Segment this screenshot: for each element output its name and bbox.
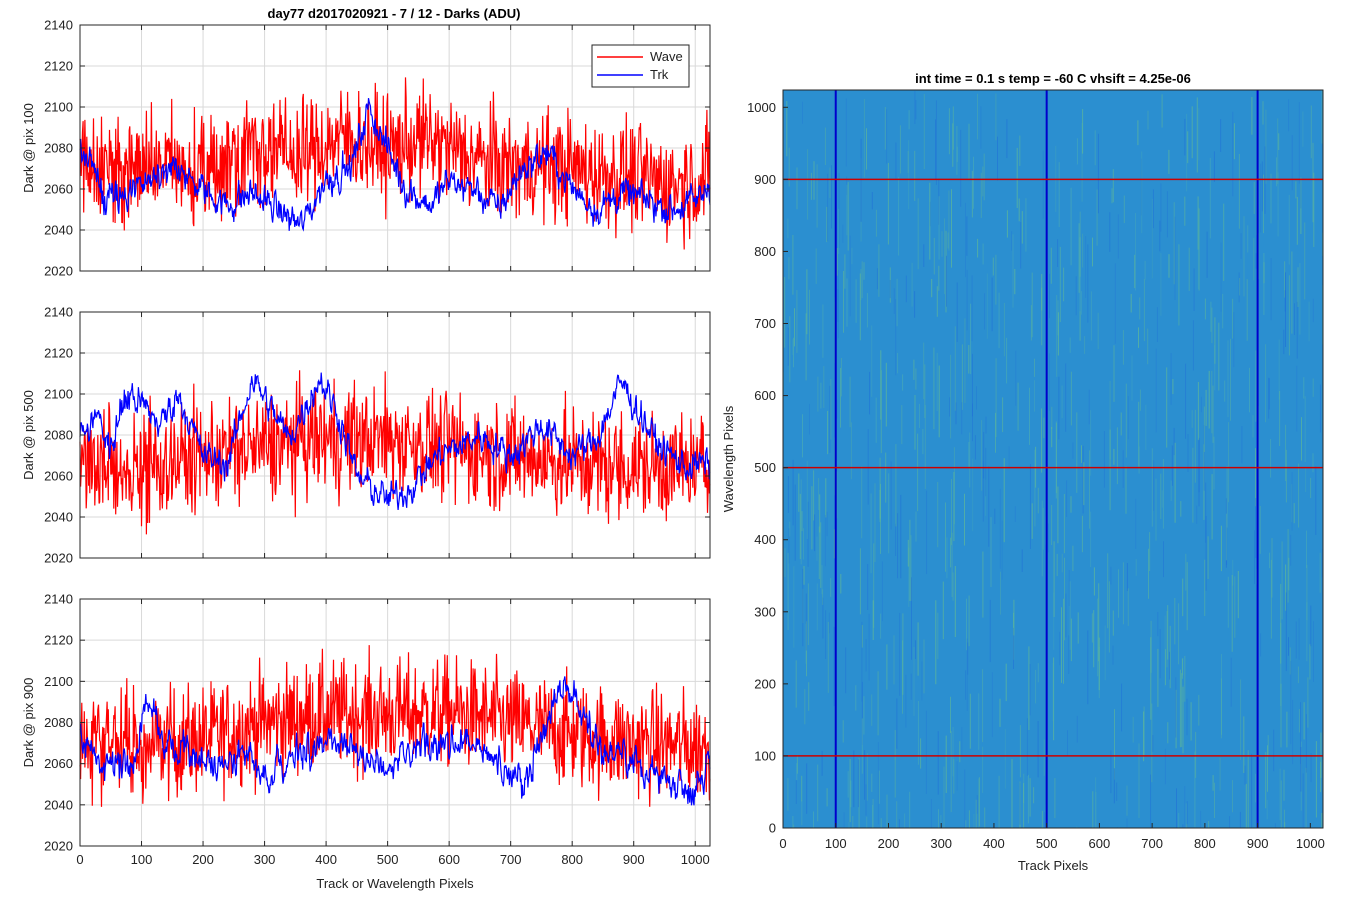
x-tick-label: 1000 <box>1296 836 1325 851</box>
y-tick-label: 400 <box>754 532 776 547</box>
heatmap-background <box>783 90 1323 828</box>
y-tick-label: 900 <box>754 172 776 187</box>
y-tick-label: 1000 <box>747 100 776 115</box>
x-tick-label: 700 <box>1141 836 1163 851</box>
series-line-wave <box>79 370 711 535</box>
y-tick-label: 2140 <box>44 592 73 607</box>
y-tick-label: 2040 <box>44 797 73 812</box>
figure-title: day77 d2017020921 - 7 / 12 - Darks (ADU) <box>268 6 521 21</box>
x-axis-label: Track Pixels <box>1018 858 1089 873</box>
x-tick-label: 500 <box>1036 836 1058 851</box>
line-plot-pix-500: 2020 2040 2060 2080 2100 2120 2140 Dark @ pix 5… <box>21 305 711 566</box>
x-tick-label: 0 <box>779 836 786 851</box>
x-tick-label: 100 <box>131 852 153 867</box>
x-tick-label: 300 <box>930 836 952 851</box>
y-tick-label: 2020 <box>44 839 73 854</box>
y-tick-label: 2100 <box>44 387 73 402</box>
x-tick-label: 700 <box>500 852 522 867</box>
x-tick-label: 400 <box>983 836 1005 851</box>
x-tick-label: 900 <box>1247 836 1269 851</box>
legend-label-trk: Trk <box>650 67 669 82</box>
y-tick-label: 600 <box>754 388 776 403</box>
y-tick-label: 0 <box>769 821 776 836</box>
line-plot-pix-100: 2020 2040 2060 2080 2100 2120 2140 Dark @ pix 1… <box>21 18 711 279</box>
series-line-trk <box>79 97 711 232</box>
y-tick-label: 2140 <box>44 305 73 320</box>
x-tick-label: 600 <box>438 852 460 867</box>
legend-box <box>591 44 690 88</box>
series-line-wave <box>79 77 711 250</box>
heatmap-plot: int time = 0.1 s temp = -60 C vhsift = 4… <box>721 71 1325 873</box>
y-tick-label: 700 <box>754 316 776 331</box>
y-tick-label: 2060 <box>44 469 73 484</box>
series-line-trk <box>79 676 711 806</box>
heatmap-texture <box>782 90 1324 828</box>
y-tick-label: 2100 <box>44 674 73 689</box>
x-axis-label: Track or Wavelength Pixels <box>316 876 474 891</box>
x-tick-label: 200 <box>878 836 900 851</box>
y-tick-label: 2120 <box>44 633 73 648</box>
x-tick-label: 1000 <box>681 852 710 867</box>
x-tick-label: 900 <box>623 852 645 867</box>
y-tick-label: 2120 <box>44 346 73 361</box>
y-tick-label: 300 <box>754 604 776 619</box>
y-axis-label: Dark @ pix 100 <box>21 103 36 193</box>
x-tick-label: 400 <box>315 852 337 867</box>
y-tick-label: 2060 <box>44 756 73 771</box>
y-tick-label: 2040 <box>44 510 73 525</box>
y-tick-label: 2080 <box>44 141 73 156</box>
y-tick-label: 2120 <box>44 59 73 74</box>
x-tick-label: 600 <box>1089 836 1111 851</box>
y-tick-label: 2140 <box>44 18 73 33</box>
line-plot-pix-900: 0 100 200 300 400 500 600 700 800 900 1000 2020 2040… <box>21 592 711 891</box>
y-tick-label: 2100 <box>44 100 73 115</box>
y-axis-label: Dark @ pix 500 <box>21 390 36 480</box>
heatmap-title: int time = 0.1 s temp = -60 C vhsift = 4… <box>915 71 1191 86</box>
x-tick-label: 200 <box>192 852 214 867</box>
legend-label-wave: Wave <box>650 49 683 64</box>
y-tick-label: 2040 <box>44 223 73 238</box>
x-tick-label: 300 <box>254 852 276 867</box>
y-tick-label: 200 <box>754 676 776 691</box>
y-tick-label: 2080 <box>44 428 73 443</box>
y-tick-label: 2060 <box>44 182 73 197</box>
x-tick-label: 800 <box>1194 836 1216 851</box>
y-tick-label: 500 <box>754 460 776 475</box>
y-tick-label: 2080 <box>44 715 73 730</box>
y-tick-label: 2020 <box>44 264 73 279</box>
heatmap-frame <box>782 89 1324 829</box>
y-axis-label: Wavelength Pixels <box>721 405 736 512</box>
y-axis-label: Dark @ pix 900 <box>21 678 36 768</box>
x-tick-label: 0 <box>76 852 83 867</box>
legend: Wave Trk <box>591 44 690 88</box>
x-tick-label: 500 <box>377 852 399 867</box>
x-tick-label: 800 <box>561 852 583 867</box>
y-tick-label: 2020 <box>44 551 73 566</box>
y-tick-label: 100 <box>754 748 776 763</box>
y-tick-label: 800 <box>754 244 776 259</box>
x-tick-label: 100 <box>825 836 847 851</box>
series-line-trk <box>79 372 711 510</box>
